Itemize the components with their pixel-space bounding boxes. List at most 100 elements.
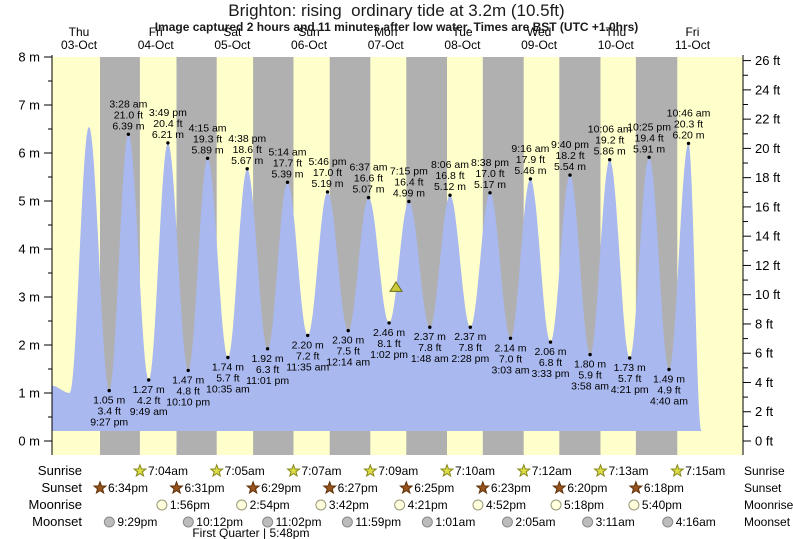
low-tide-point: 2.37 m7.8 ft1:48 am (411, 325, 449, 365)
moon-phase-note: First Quarter | 5:48pm (192, 526, 309, 539)
high-tide-dot (448, 193, 452, 197)
moonrise-event: 5:18pm (550, 498, 604, 512)
low-tide-label: 3:03 am (492, 364, 530, 376)
sunset-event: 6:29pm (245, 480, 301, 495)
high-tide-label: 18.6 ft (233, 144, 262, 156)
day-weekday: Mon (374, 25, 397, 39)
low-tide-label: 5.9 ft (578, 370, 601, 382)
day-weekday: Fri (149, 25, 163, 39)
right-axis-label: 6 ft (755, 346, 773, 361)
low-tide-dot (468, 325, 472, 329)
low-tide-label: 4:21 pm (611, 384, 649, 396)
low-tide-label: 11:35 am (286, 361, 329, 373)
left-axis-label: 8 m (18, 50, 40, 65)
row-label-right: Moonset (744, 515, 791, 529)
moonrise-circle-icon (394, 499, 406, 511)
high-tide-label: 5:46 pm (309, 156, 347, 168)
high-tide-dot (686, 141, 691, 146)
low-tide-label: 1.05 m (93, 395, 125, 407)
sunrise-event: 7:12am (516, 463, 572, 478)
moonrise-circle-icon (628, 499, 640, 511)
event-time: 7:15am (685, 464, 725, 478)
sunrise-event: 7:07am (286, 463, 341, 478)
high-tide-dot (608, 158, 612, 162)
high-tide-label: 6.20 m (672, 129, 704, 141)
low-tide-point: 1.73 m5.7 ft4:21 pm (611, 356, 649, 396)
low-tide-label: 8.1 ft (377, 338, 400, 350)
left-axis-label: 0 m (18, 434, 40, 449)
event-time: 6:29pm (261, 481, 301, 495)
left-axis-label: 3 m (18, 290, 40, 305)
high-tide-dot (647, 155, 651, 159)
day-weekday: Sun (298, 25, 319, 39)
day-date: 10-Oct (598, 38, 635, 52)
moonset-event: 3:11am (582, 515, 635, 529)
row-label-right: Sunrise (744, 464, 785, 478)
event-time: 5:40pm (642, 498, 682, 512)
low-tide-point: 2.37 m7.8 ft2:28 pm (451, 325, 490, 365)
high-tide-label: 17.0 ft (475, 168, 504, 180)
low-tide-point: 2.06 m6.8 ft3:33 pm (532, 340, 570, 380)
event-time: 6:23pm (491, 481, 531, 495)
high-tide-label: 5.86 m (594, 146, 626, 158)
event-time: 10:12pm (196, 515, 243, 529)
event-time: 5:18pm (564, 498, 604, 512)
event-time: 7:07am (301, 464, 341, 478)
event-time: 7:09am (378, 464, 418, 478)
high-tide-dot (285, 180, 290, 184)
sunrise-row: Sunrise Sunrise 7:04am 7:05am 7:07am 7:09am 7:… (38, 463, 785, 478)
high-tide-label: 4:15 am (189, 122, 227, 134)
high-tide-label: 5.89 m (192, 144, 224, 156)
sunset-event: 6:31pm (169, 480, 225, 495)
day-date: 05-Oct (214, 38, 251, 52)
moonrise-circle-icon (472, 499, 484, 511)
day-date: 08-Oct (444, 38, 481, 52)
right-axis-label: 22 ft (755, 112, 781, 127)
low-tide-label: 2.37 m (414, 331, 446, 343)
high-tide-dot (407, 199, 411, 204)
sunset-event: 6:34pm (92, 480, 148, 495)
high-tide-label: 21.0 ft (114, 109, 143, 121)
moonset-event: 1:01am (421, 515, 475, 529)
high-tide-label: 10:46 am (667, 107, 711, 119)
right-axis-label: 2 ft (755, 404, 773, 419)
low-tide-label: 4.9 ft (657, 385, 680, 397)
high-tide-label: 9:40 pm (551, 139, 589, 151)
right-axis-label: 18 ft (755, 170, 781, 185)
high-tide-label: 16.6 ft (354, 173, 383, 185)
row-label-left: Sunrise (38, 463, 82, 478)
low-tide-label: 11:01 pm (246, 375, 289, 387)
low-tide-point: 1.80 m5.9 ft3:58 am (571, 352, 609, 393)
low-tide-label: 4.8 ft (177, 385, 200, 397)
low-tide-label: 9:27 pm (90, 417, 128, 429)
high-tide-label: 19.2 ft (595, 135, 624, 147)
low-tide-label: 4:40 am (650, 396, 688, 408)
day-weekday: Tue (452, 25, 473, 39)
sunrise-event: 7:10am (439, 463, 495, 478)
high-tide-label: 6:37 am (350, 162, 388, 174)
low-tide-dot (667, 367, 671, 372)
moonset-circle-icon (662, 516, 674, 528)
low-tide-label: 6.3 ft (256, 364, 279, 376)
sunrise-star-icon (209, 463, 224, 478)
low-tide-point: 1.49 m4.9 ft4:40 am (650, 367, 688, 408)
day-weekday: Sat (223, 25, 242, 39)
page-title: Brighton: rising ordinary tide at 3.2m (… (228, 1, 565, 20)
low-tide-label: 2.06 m (534, 346, 566, 358)
low-tide-label: 3:33 pm (532, 368, 570, 380)
low-tide-label: 10:10 pm (166, 396, 210, 408)
moonset-circle-icon (582, 516, 594, 528)
right-axis-label: 4 ft (755, 375, 773, 390)
low-tide-point: 2.46 m8.1 ft1:02 pm (370, 321, 408, 361)
low-tide-dot (147, 378, 151, 382)
low-tide-dot (588, 352, 592, 357)
sunrise-event: 7:05am (209, 463, 265, 478)
